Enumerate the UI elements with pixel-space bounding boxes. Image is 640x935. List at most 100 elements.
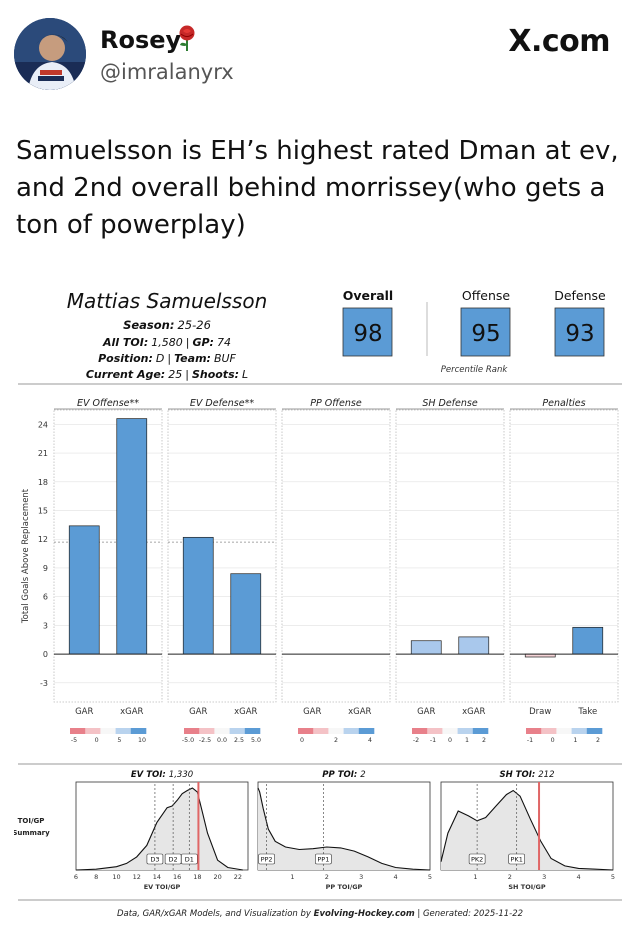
rating-value-defense: 93	[565, 321, 594, 347]
tier-marker-box	[181, 853, 198, 865]
legend-swatch	[298, 728, 314, 734]
x-tick-label: 22	[234, 873, 242, 881]
density-title: EV TOI: 1,330	[131, 770, 193, 780]
ratings-group: Overall 98 Offense 95 Defense 93 Percent…	[342, 288, 606, 375]
legend-swatch	[427, 728, 443, 734]
tier-marker-label: PK1	[511, 856, 523, 864]
position-team-line: Position: D | Team: BUF	[98, 352, 236, 365]
tier-marker-label: PP2	[261, 856, 273, 864]
rating-label-overall: Overall	[343, 288, 393, 303]
age-shoots-line: Current Age: 25 | Shoots: L	[86, 368, 248, 381]
x-tick-label: 18	[193, 873, 201, 881]
legend-tick-label: -5.0	[182, 737, 194, 744]
legend-tick-label: -2	[413, 737, 419, 744]
bar-xgar	[458, 636, 490, 655]
season-label: Season:	[123, 318, 174, 332]
legend-swatch	[100, 728, 116, 734]
bar-gar	[182, 536, 214, 655]
y-tick-label: 21	[38, 449, 48, 458]
legend-swatch	[541, 728, 557, 734]
user-name[interactable]: Rosey	[100, 26, 182, 54]
tweet-text: Samuelsson is EH’s highest rated Dman at…	[16, 136, 619, 240]
tier-marker-box	[468, 853, 486, 865]
bar-take	[572, 626, 604, 655]
legend-tick-label: 0	[448, 737, 452, 744]
x-axis-label: PP TOI/GP	[326, 883, 363, 891]
x-category-label: GAR	[417, 707, 435, 717]
rating-box-defense	[554, 307, 605, 357]
legend-swatch	[130, 728, 147, 734]
legend-tick-label: 0.0	[217, 737, 227, 744]
legend-tick-label: 10	[138, 737, 146, 744]
legend-tick-label: -1	[430, 737, 436, 744]
legend-tick-label: 2.5	[234, 737, 244, 744]
y-tick-label: 6	[43, 593, 48, 602]
legend-tick-label: 5.0	[251, 737, 261, 744]
stats-card[interactable]: Mattias Samuelsson Season: 25-26 All TOI:…	[12, 270, 626, 930]
rose-icon	[175, 24, 199, 56]
tier-marker-label: D3	[150, 856, 159, 864]
bar-panel-pp-offense: PP Offense GAR xGAR 0 2 4	[281, 398, 391, 744]
y-tick-label: 9	[43, 564, 48, 573]
y-tick-label: 12	[38, 535, 48, 544]
y-tick-label: 24	[38, 420, 48, 429]
density-panel-1: EV TOI: 1,330 D3 D2 D1 6 8 10 12 14 16 18 20 22 EV TOI…	[74, 770, 249, 891]
stats-card-graphic: Mattias Samuelsson Season: 25-26 All TOI:…	[12, 288, 622, 919]
legend-swatch	[358, 728, 375, 734]
percentile-rank-label: Percentile Rank	[441, 365, 509, 375]
tier-marker-box	[258, 853, 275, 865]
avatar[interactable]	[14, 18, 86, 90]
bar-panel-sh-defense: SH Defense GAR xGAR -2 -1 0 1 2	[395, 398, 505, 744]
brand-logo[interactable]: X.com	[508, 24, 610, 59]
rating-box-overall	[342, 307, 393, 357]
x-tick-label: 20	[214, 873, 222, 881]
season-value: 25-26	[177, 318, 210, 332]
x-axis-label: EV TOI/GP	[144, 883, 181, 891]
bar-gar	[410, 640, 442, 655]
x-tick-label: 5	[428, 873, 432, 881]
tier-marker-label: D2	[169, 856, 178, 864]
density-panel-3: SH TOI: 212 PK2 PK1 1 2 3 4 5 SH TOI/GP	[440, 770, 615, 891]
legend-swatch	[115, 728, 132, 734]
panel-title: SH Defense	[422, 398, 478, 409]
y-tick-label: 15	[38, 507, 48, 516]
legend-swatch	[199, 728, 215, 734]
legend-tick-label: 0	[551, 737, 555, 744]
panel-frame	[509, 409, 619, 703]
legend-swatch	[586, 728, 603, 734]
density-title: SH TOI: 212	[499, 770, 554, 780]
legend-tick-label: -5	[71, 737, 77, 744]
legend-swatch	[244, 728, 261, 734]
side-label-line2: Summary	[14, 829, 50, 837]
legend-swatch	[472, 728, 489, 734]
tier-marker-label: D1	[185, 856, 194, 864]
y-tick-label: -3	[40, 679, 48, 688]
density-area	[441, 790, 613, 870]
x-category-label: GAR	[303, 707, 321, 717]
x-tick-label: 4	[394, 873, 398, 881]
y-tick-label: 0	[43, 650, 48, 659]
density-line	[257, 787, 431, 871]
legend-tick-label: 0	[95, 737, 99, 744]
bar-xgar	[230, 573, 262, 655]
rating-box-offense	[460, 307, 511, 357]
rating-value-offense: 95	[471, 321, 500, 347]
tier-marker-box	[508, 853, 525, 865]
x-category-label: xGAR	[462, 707, 485, 717]
legend-swatch	[412, 728, 428, 734]
toi-gp-line: All TOI: 1,580 | GP: 74	[102, 336, 231, 349]
legend-swatch	[70, 728, 86, 734]
x-category-label: Take	[577, 707, 597, 717]
bar-gar	[68, 525, 100, 655]
y-tick-label: 3	[43, 621, 48, 630]
x-category-label: GAR	[189, 707, 207, 717]
rating-label-offense: Offense	[462, 288, 511, 303]
x-category-label: GAR	[75, 707, 93, 717]
user-handle[interactable]: @imralanyrx	[100, 60, 234, 84]
legend-tick-label: 0	[300, 737, 304, 744]
season-line: Season: 25-26	[123, 318, 211, 332]
tier-marker-label: PP1	[317, 856, 329, 864]
legend-swatch	[229, 728, 246, 734]
bar-xgar	[116, 418, 148, 655]
x-category-label: xGAR	[348, 707, 371, 717]
